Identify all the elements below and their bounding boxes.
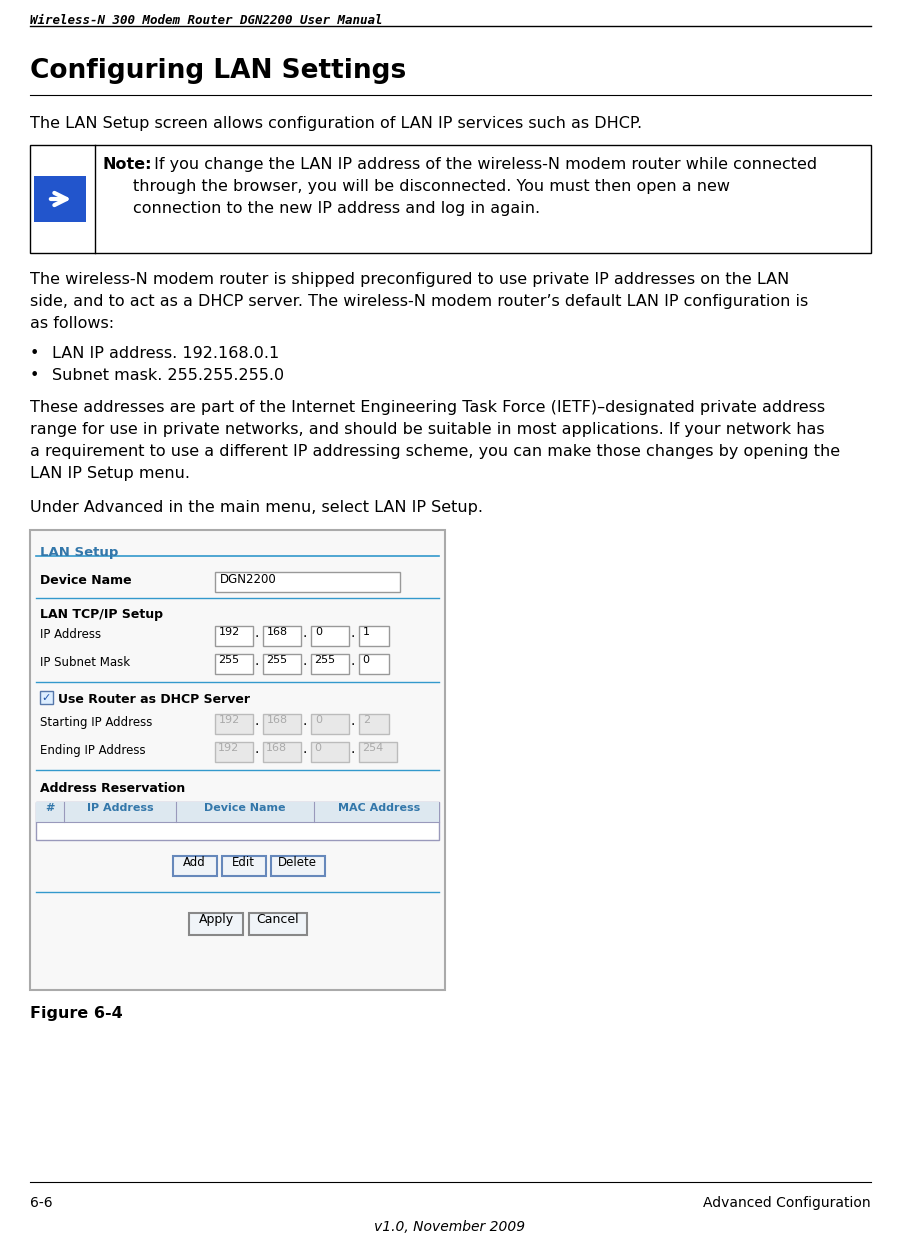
Bar <box>359 625 389 645</box>
Text: Starting IP Address: Starting IP Address <box>40 716 152 729</box>
Bar <box>263 625 301 645</box>
Text: .: . <box>302 625 306 640</box>
Bar <box>34 176 86 222</box>
Text: 168: 168 <box>267 715 288 725</box>
Bar <box>249 913 307 934</box>
Text: •: • <box>30 368 40 383</box>
Bar <box>215 743 253 763</box>
Bar <box>189 913 243 934</box>
Text: ✓: ✓ <box>41 693 50 703</box>
Text: .: . <box>254 654 259 668</box>
Text: The LAN Setup screen allows configuration of LAN IP services such as DHCP.: The LAN Setup screen allows configuratio… <box>30 116 642 131</box>
Text: 0: 0 <box>362 655 369 665</box>
Bar <box>30 530 445 991</box>
Bar <box>215 714 253 734</box>
Text: Edit: Edit <box>232 856 255 868</box>
Bar <box>311 625 349 645</box>
Text: 255: 255 <box>218 655 239 665</box>
Bar <box>270 856 324 876</box>
Text: 0: 0 <box>315 627 322 637</box>
Text: Subnet mask. 255.255.255.0: Subnet mask. 255.255.255.0 <box>52 368 284 383</box>
Text: 1: 1 <box>363 627 370 637</box>
Bar <box>222 856 266 876</box>
Text: 192: 192 <box>219 627 241 637</box>
Text: v1.0, November 2009: v1.0, November 2009 <box>375 1220 525 1234</box>
Text: Figure 6-4: Figure 6-4 <box>30 1006 123 1020</box>
Text: through the browser, you will be disconnected. You must then open a new: through the browser, you will be disconn… <box>133 179 730 194</box>
Text: Wireless-N 300 Modem Router DGN2200 User Manual: Wireless-N 300 Modem Router DGN2200 User… <box>30 14 383 27</box>
Text: These addresses are part of the Internet Engineering Task Force (IETF)–designate: These addresses are part of the Internet… <box>30 400 825 415</box>
Text: Note:: Note: <box>103 157 152 172</box>
Text: .: . <box>350 654 354 668</box>
Text: 168: 168 <box>267 627 288 637</box>
Text: 0: 0 <box>315 715 322 725</box>
Text: 2: 2 <box>363 715 370 725</box>
Text: range for use in private networks, and should be suitable in most applications. : range for use in private networks, and s… <box>30 422 824 437</box>
Text: Use Router as DHCP Server: Use Router as DHCP Server <box>58 693 250 706</box>
Text: 255: 255 <box>266 655 287 665</box>
Text: IP Address: IP Address <box>86 802 153 812</box>
Text: 254: 254 <box>362 743 383 753</box>
Text: IP Subnet Mask: IP Subnet Mask <box>40 655 130 669</box>
Text: #: # <box>45 802 55 812</box>
Text: 0: 0 <box>314 743 321 753</box>
Text: a requirement to use a different IP addressing scheme, you can make those change: a requirement to use a different IP addr… <box>30 444 840 459</box>
Bar <box>359 654 389 674</box>
Bar <box>263 654 301 674</box>
Bar <box>215 654 253 674</box>
Text: LAN TCP/IP Setup: LAN TCP/IP Setup <box>40 608 163 621</box>
Text: 255: 255 <box>314 655 335 665</box>
Text: LAN IP Setup menu.: LAN IP Setup menu. <box>30 466 190 481</box>
Bar <box>40 692 53 704</box>
Text: MAC Address: MAC Address <box>338 802 420 812</box>
Text: .: . <box>302 714 306 728</box>
Bar <box>263 743 301 763</box>
Bar <box>36 802 439 822</box>
Text: .: . <box>302 654 306 668</box>
Text: DGN2200: DGN2200 <box>220 573 277 586</box>
Text: .: . <box>254 714 259 728</box>
Bar <box>172 856 216 876</box>
Bar <box>311 743 349 763</box>
Text: Device Name: Device Name <box>40 574 132 587</box>
Text: If you change the LAN IP address of the wireless-N modem router while connected: If you change the LAN IP address of the … <box>149 157 817 172</box>
Text: side, and to act as a DHCP server. The wireless-N modem router’s default LAN IP : side, and to act as a DHCP server. The w… <box>30 294 808 309</box>
Bar <box>215 572 400 592</box>
Bar <box>263 714 301 734</box>
Text: .: . <box>350 714 354 728</box>
Text: LAN IP address. 192.168.0.1: LAN IP address. 192.168.0.1 <box>52 346 279 361</box>
Text: 192: 192 <box>219 715 241 725</box>
Bar <box>311 654 349 674</box>
Bar <box>30 145 871 253</box>
Text: Under Advanced in the main menu, select LAN IP Setup.: Under Advanced in the main menu, select … <box>30 500 483 515</box>
Text: .: . <box>350 743 354 756</box>
Text: LAN Setup: LAN Setup <box>40 546 118 559</box>
Text: The wireless-N modem router is shipped preconfigured to use private IP addresses: The wireless-N modem router is shipped p… <box>30 272 789 287</box>
Text: .: . <box>302 743 306 756</box>
Text: Cancel: Cancel <box>257 913 299 926</box>
Bar <box>359 714 389 734</box>
Bar <box>311 714 349 734</box>
Text: connection to the new IP address and log in again.: connection to the new IP address and log… <box>133 201 540 216</box>
Text: Ending IP Address: Ending IP Address <box>40 744 146 758</box>
Text: •: • <box>30 346 40 361</box>
Text: .: . <box>350 625 354 640</box>
Text: Advanced Configuration: Advanced Configuration <box>704 1196 871 1210</box>
Text: 6-6: 6-6 <box>30 1196 52 1210</box>
Text: as follows:: as follows: <box>30 316 114 331</box>
Bar <box>36 802 439 840</box>
Bar <box>215 625 253 645</box>
Text: Address Reservation: Address Reservation <box>40 782 186 795</box>
Text: 192: 192 <box>218 743 240 753</box>
Text: IP Address: IP Address <box>40 628 101 640</box>
Text: Delete: Delete <box>278 856 317 868</box>
Text: .: . <box>254 743 259 756</box>
Text: 168: 168 <box>266 743 287 753</box>
Bar <box>359 743 397 763</box>
Text: Apply: Apply <box>198 913 233 926</box>
Text: .: . <box>254 625 259 640</box>
Text: Configuring LAN Settings: Configuring LAN Settings <box>30 59 406 83</box>
Text: Device Name: Device Name <box>205 802 286 812</box>
Text: Add: Add <box>183 856 205 868</box>
